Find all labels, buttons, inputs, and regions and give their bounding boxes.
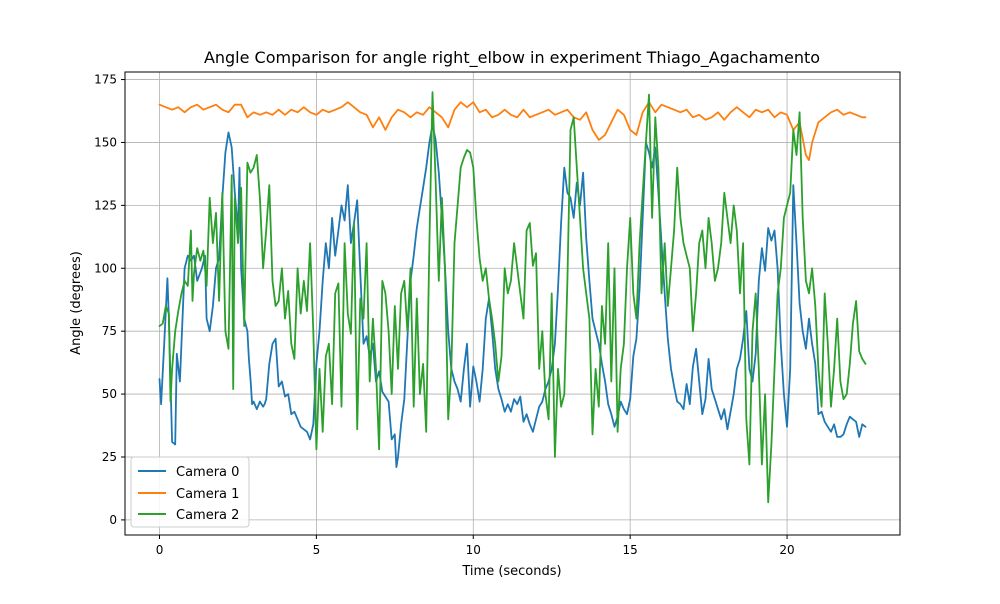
legend-label-camera-0: Camera 0 bbox=[176, 465, 239, 480]
y-tick-label: 150 bbox=[94, 135, 117, 149]
x-tick-label: 15 bbox=[623, 543, 638, 557]
x-tick-label: 20 bbox=[779, 543, 794, 557]
y-tick-label: 125 bbox=[94, 198, 117, 212]
grid bbox=[125, 72, 900, 535]
series-line-camera-2 bbox=[158, 91, 867, 504]
chart-title: Angle Comparison for angle right_elbow i… bbox=[204, 48, 820, 68]
x-axis-label: Time (seconds) bbox=[461, 564, 561, 579]
axis-ticks: 0 5 10 15 20 0 25 50 75 100 125 150 175 bbox=[94, 73, 795, 557]
plot-frame bbox=[124, 71, 901, 536]
series-line-camera-1 bbox=[158, 101, 867, 162]
y-tick-label: 0 bbox=[109, 513, 117, 527]
y-tick-label: 25 bbox=[102, 450, 117, 464]
legend-label-camera-2: Camera 2 bbox=[176, 508, 239, 523]
x-tick-label: 0 bbox=[156, 543, 164, 557]
y-tick-label: 75 bbox=[102, 324, 117, 338]
x-tick-label: 5 bbox=[313, 543, 321, 557]
y-tick-label: 100 bbox=[94, 261, 117, 275]
legend-label-camera-1: Camera 1 bbox=[176, 487, 239, 502]
y-tick-label: 50 bbox=[102, 387, 117, 401]
y-tick-label: 175 bbox=[94, 73, 117, 87]
legend: Camera 0 Camera 1 Camera 2 bbox=[130, 456, 250, 528]
legend-box bbox=[130, 456, 250, 528]
y-axis-label: Angle (degrees) bbox=[69, 251, 84, 355]
x-tick-label: 10 bbox=[466, 543, 481, 557]
series-lines bbox=[158, 91, 867, 504]
